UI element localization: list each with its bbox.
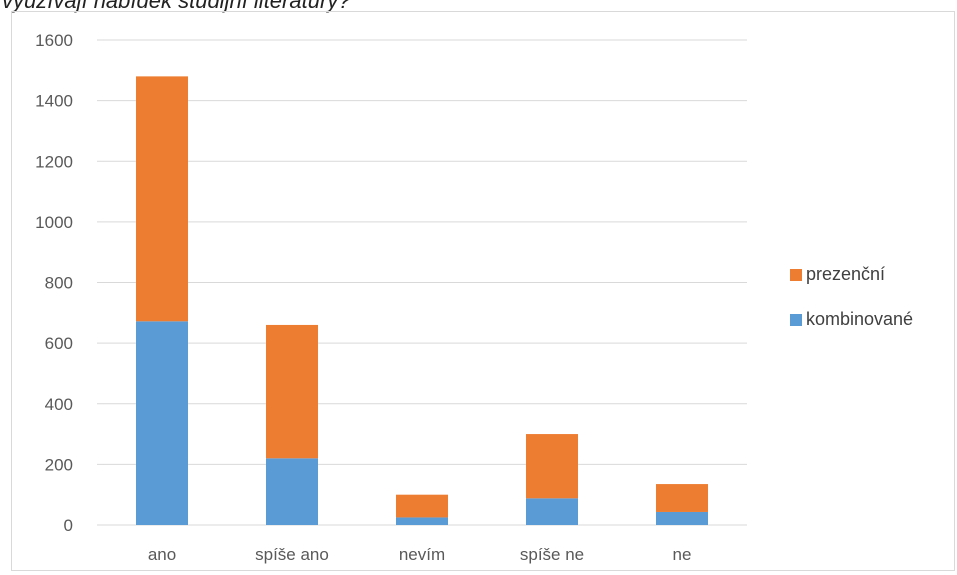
y-tick-label: 400: [45, 395, 73, 414]
x-tick-label: ano: [148, 545, 176, 564]
legend-swatch: [790, 269, 802, 281]
bar-segment: [656, 511, 708, 525]
bar-segment: [266, 324, 318, 459]
y-tick-label: 800: [45, 274, 73, 293]
y-tick-label: 1400: [35, 92, 73, 111]
y-tick-label: 600: [45, 334, 73, 353]
y-tick-label: 1600: [35, 31, 73, 50]
x-axis-ticks: ano spíše ano nevím spíše ne ne: [148, 545, 692, 564]
chart-frame: [11, 11, 955, 571]
x-tick-label: spíše ne: [520, 545, 584, 564]
y-tick-label: 1200: [35, 152, 73, 171]
bar-segment: [136, 321, 188, 525]
legend-label: kombinované: [806, 309, 913, 329]
bar-segment: [526, 498, 578, 525]
legend-swatch: [790, 314, 802, 326]
x-tick-label: ne: [673, 545, 692, 564]
bar-segment: [656, 484, 708, 512]
y-tick-label: 0: [64, 516, 73, 535]
gridlines: [97, 39, 747, 526]
bar-segment: [526, 434, 578, 499]
x-tick-label: nevím: [399, 545, 445, 564]
legend-label: prezenční: [806, 264, 885, 284]
y-tick-label: 200: [45, 455, 73, 474]
y-tick-label: 1000: [35, 213, 73, 232]
y-axis-ticks: 0 200 400 600 800 1000 1200 1400 1600: [35, 31, 73, 535]
bar-segment: [136, 76, 188, 322]
bar-segment: [396, 494, 448, 518]
bar-segment: [266, 458, 318, 525]
bar-segment: [396, 517, 448, 525]
chart-title: využívají nabídek studijní literatury?: [2, 0, 351, 13]
bars: [136, 76, 708, 525]
x-tick-label: spíše ano: [255, 545, 329, 564]
legend: prezenční kombinované: [790, 264, 913, 329]
